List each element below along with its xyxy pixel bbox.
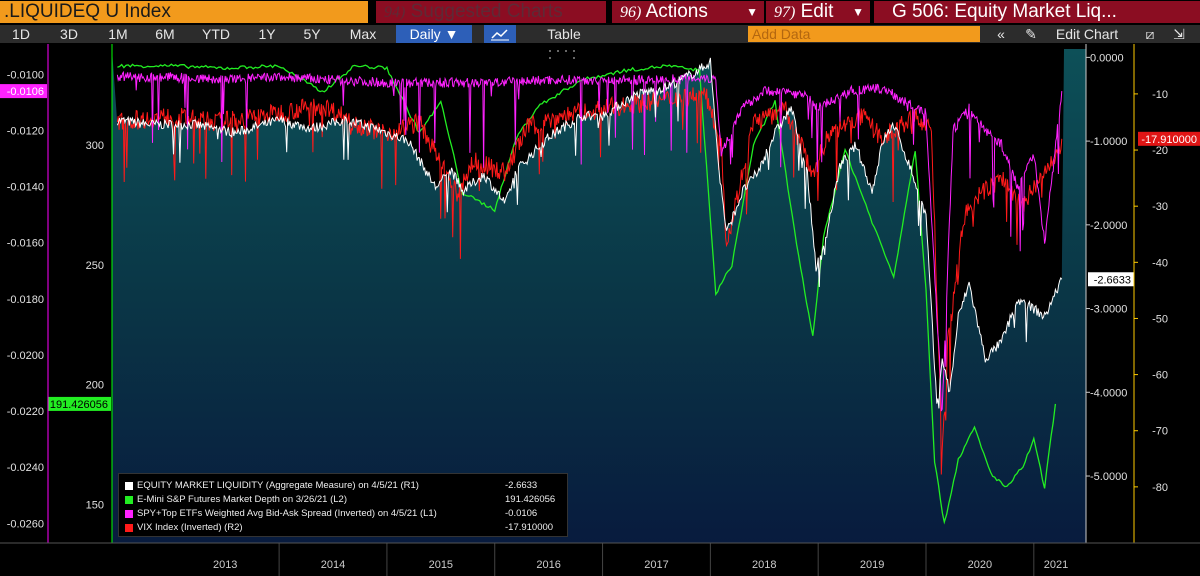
l1-tick-0-0220: -0.0220 [7, 406, 44, 418]
frequency-select[interactable]: Daily ▼ [396, 25, 472, 43]
suggested-charts-button[interactable]: 94) Suggested Charts [376, 1, 606, 23]
r1-value-tag [1088, 272, 1134, 287]
l2-tick-300: 300 [86, 140, 104, 152]
l1-tick-0-0240: -0.0240 [7, 462, 44, 474]
range-max[interactable]: Max [349, 26, 377, 42]
toolbar: 1D 3D 1M 6M YTD 1Y 5Y Max Daily ▼ Table … [0, 25, 1200, 43]
legend-value-equity-liquidity: -2.6633 [505, 480, 538, 491]
edit-menu[interactable]: 97) Edit ▼ [766, 1, 870, 23]
crosshair-icon [549, 50, 575, 59]
edit-number: 97) [774, 4, 796, 21]
r2-tick-40: -40 [1152, 257, 1168, 269]
r2-value-tag-text: -17.910000 [1141, 134, 1197, 146]
legend-label-vix: VIX Index (Inverted) (R2) [137, 522, 243, 533]
x-tick-2014: 2014 [321, 559, 345, 571]
l1-value-tag [0, 84, 47, 99]
x-tick-2020: 2020 [968, 559, 992, 571]
l1-tick-0-0260: -0.0260 [7, 518, 44, 530]
legend-swatch-equity-liquidity [125, 482, 133, 490]
x-tick-2015: 2015 [429, 559, 453, 571]
r2-tick-60: -60 [1152, 370, 1168, 382]
chevron-down-icon: ▼ [444, 26, 459, 42]
legend-swatch-spy-spread [125, 510, 133, 518]
chart-legend: EQUITY MARKET LIQUIDITY (Aggregate Measu… [118, 473, 568, 537]
r2-tick-70: -70 [1152, 426, 1168, 438]
x-tick-2017: 2017 [644, 559, 668, 571]
actions-menu[interactable]: 96) Actions ▼ [612, 1, 764, 23]
x-tick-2018: 2018 [752, 559, 776, 571]
chart-title: G 506: Equity Market Liq... [874, 1, 1200, 23]
suggested-charts-label: Suggested Charts [410, 1, 563, 22]
actions-number: 96) [620, 4, 642, 21]
l1-tick-0-0200: -0.0200 [7, 350, 44, 362]
x-tick-2016: 2016 [536, 559, 560, 571]
frequency-value: Daily [409, 26, 441, 42]
r2-tick-10: -10 [1152, 89, 1168, 101]
r1-tick-4-0000: -4.0000 [1090, 387, 1127, 399]
edit-dropdown-icon: ▼ [852, 5, 864, 19]
add-data-input[interactable]: Add Data [748, 26, 980, 42]
actions-dropdown-icon: ▼ [746, 5, 758, 19]
legend-label-equity-liquidity: EQUITY MARKET LIQUIDITY (Aggregate Measu… [137, 480, 419, 491]
l2-tick-150: 150 [86, 500, 104, 512]
double-chevron-left-icon[interactable]: « [997, 26, 1005, 42]
actions-label: Actions [645, 1, 708, 22]
l1-value-tag-text: -0.0106 [7, 86, 44, 98]
series-line-equity-market-liquidity-aggregate-measur [116, 57, 1063, 409]
r1-tick-1-0000: -1.0000 [1090, 136, 1127, 148]
l1-tick-0-0180: -0.0180 [7, 294, 44, 306]
suggested-charts-number: 94) [384, 4, 406, 21]
r1-value-tag-text: -2.6633 [1094, 274, 1131, 286]
r2-tick-50: -50 [1152, 313, 1168, 325]
r1-tick-2-0000: -2.0000 [1090, 220, 1127, 232]
r1-tick-3-0000: -3.0000 [1090, 304, 1127, 316]
legend-label-spy-spread: SPY+Top ETFs Weighted Avg Bid-Ask Spread… [137, 508, 437, 519]
line-chart-button[interactable] [484, 25, 516, 43]
range-1y[interactable]: 1Y [258, 26, 276, 42]
l2-tick-200: 200 [86, 380, 104, 392]
edit-icon[interactable]: ⧄ [1145, 26, 1155, 42]
l2-value-tag [48, 396, 111, 411]
legend-label-emini-depth: E-Mini S&P Futures Market Depth on 3/26/… [137, 494, 347, 505]
x-tick-2021: 2021 [1044, 559, 1068, 571]
l1-tick-0-0100: -0.0100 [7, 69, 44, 81]
x-tick-2013: 2013 [213, 559, 237, 571]
range-ytd[interactable]: YTD [202, 26, 230, 42]
table-button[interactable]: Table [547, 26, 581, 42]
series-line-e-mini-s-p-futures-market-depth-on-3-26- [117, 63, 1057, 525]
range-5y[interactable]: 5Y [303, 26, 321, 42]
r2-tick-80: -80 [1152, 482, 1168, 494]
series-line-spy-top-etfs-weighted-avg-bid-ask-spread [116, 70, 1063, 412]
range-1m[interactable]: 1M [108, 26, 128, 42]
header-bar: .LIQUIDEQ U Index 94) Suggested Charts 9… [0, 0, 1200, 24]
range-3d[interactable]: 3D [60, 26, 78, 42]
l1-tick-0-0160: -0.0160 [7, 238, 44, 250]
series-line-vix-index-inverted-r2 [116, 87, 1063, 475]
chart-canvas: -0.0100 -0.0120 -0.0140 -0.0160 -0.0180 -0.02… [0, 44, 1200, 576]
legend-value-spy-spread: -0.0106 [505, 508, 538, 519]
legend-value-vix: -17.910000 [505, 522, 554, 533]
edit-chart-button[interactable]: Edit Chart [1055, 26, 1119, 42]
l1-tick-0-0140: -0.0140 [7, 182, 44, 194]
l2-value-tag-text: 191.426056 [50, 399, 108, 411]
export-icon[interactable]: ⇲ [1173, 26, 1185, 42]
l1-tick-0-0120: -0.0120 [7, 125, 44, 137]
edit-label: Edit [800, 1, 834, 22]
range-1d[interactable]: 1D [12, 26, 30, 42]
line-chart-icon [491, 29, 509, 41]
r2-value-tag [1138, 131, 1200, 146]
r2-tick-20: -20 [1152, 145, 1168, 157]
pencil-icon[interactable]: ✎ [1025, 26, 1037, 42]
r1-tick-0-0000: 0.0000 [1090, 52, 1124, 64]
ticker-field[interactable]: .LIQUIDEQ U Index [0, 1, 368, 23]
x-tick-2019: 2019 [860, 559, 884, 571]
r1-tick-5-0000: -5.0000 [1090, 471, 1127, 483]
legend-value-emini-depth: 191.426056 [505, 494, 556, 505]
r2-tick-30: -30 [1152, 201, 1168, 213]
legend-swatch-vix [125, 524, 133, 532]
range-6m[interactable]: 6M [155, 26, 175, 42]
legend-swatch-emini-depth [125, 496, 133, 504]
l2-tick-250: 250 [86, 260, 104, 272]
